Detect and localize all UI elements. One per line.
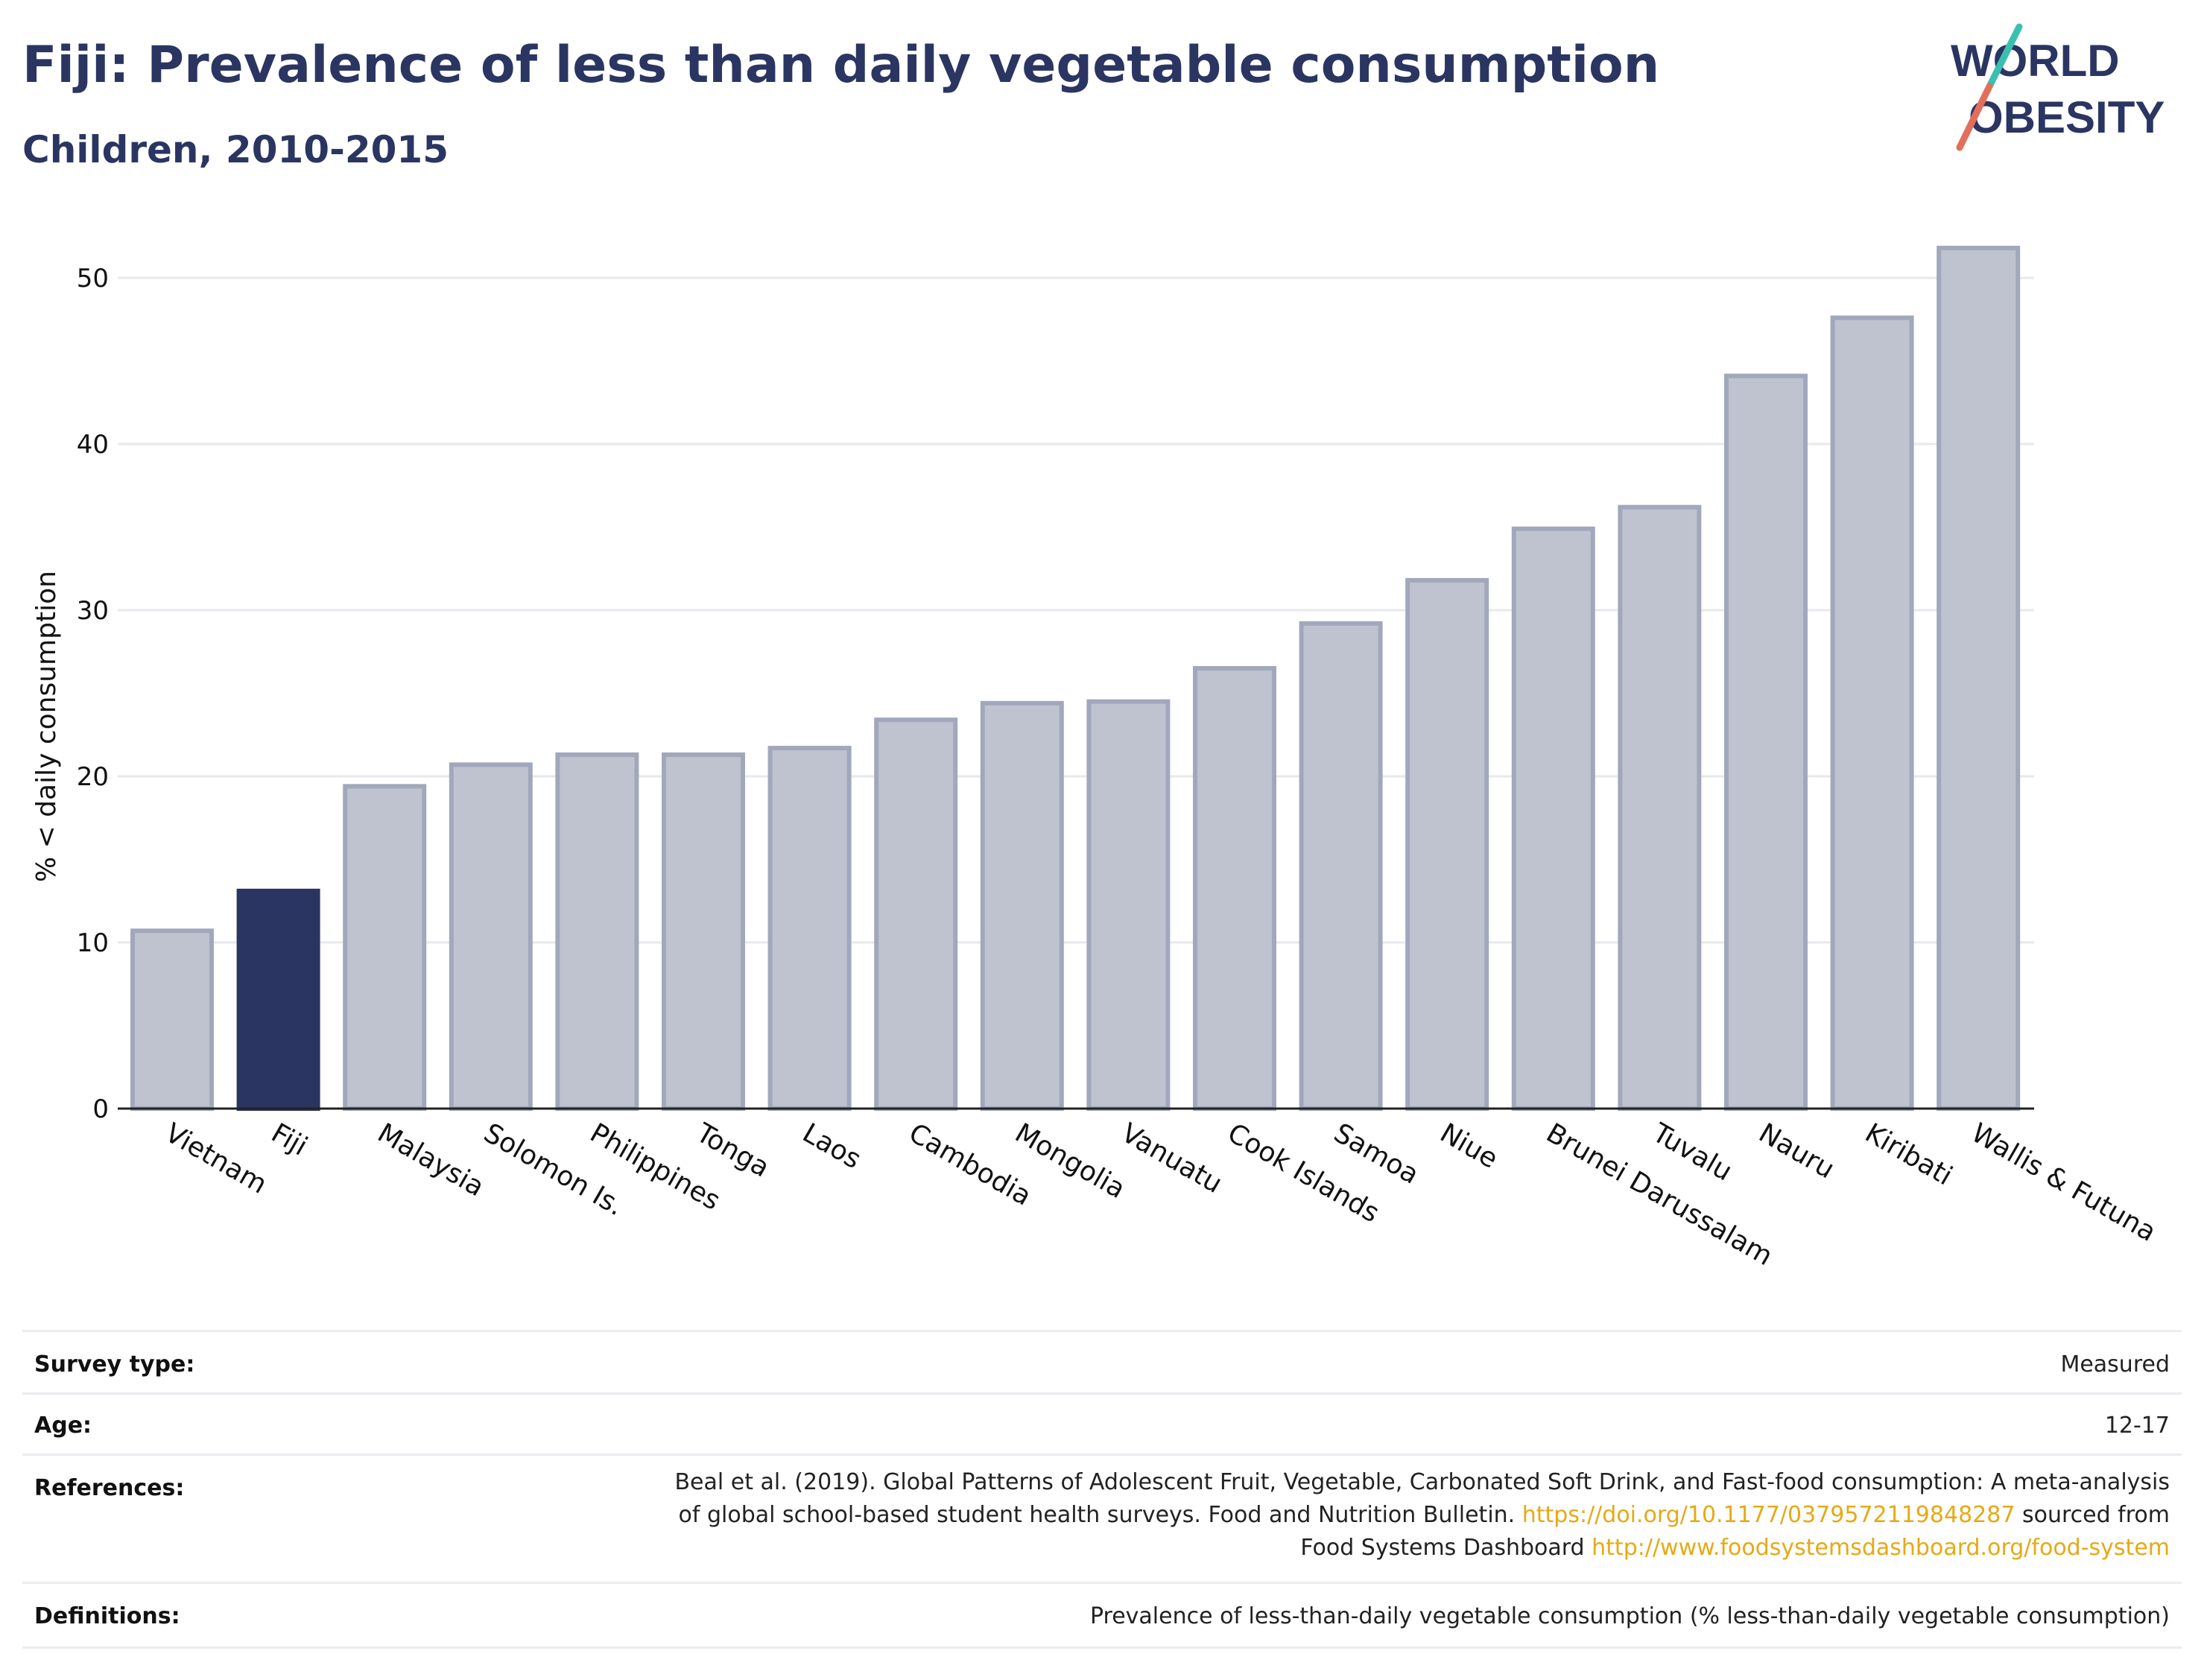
references-line-3: Food Systems Dashboard http://www.foodsy… xyxy=(674,1532,2170,1565)
bar-niue xyxy=(1405,577,1489,1111)
x-tick-label: Niue xyxy=(1435,1118,1503,1174)
bar-malaysia xyxy=(343,784,427,1111)
bar-laos xyxy=(767,746,852,1112)
bar-wallis-futuna xyxy=(1937,245,2021,1111)
y-tick-label: 40 xyxy=(77,430,109,460)
references-line-1: Beal et al. (2019). Global Patterns of A… xyxy=(674,1469,2170,1495)
survey-type-label: Survey type: xyxy=(34,1351,195,1378)
x-tick-label: Laos xyxy=(797,1118,866,1175)
meta-row-age: Age: 12-17 xyxy=(22,1392,2182,1456)
y-tick-label: 30 xyxy=(77,596,109,626)
y-axis-label: % < daily consumption xyxy=(31,571,62,882)
meta-row-references: References: Beal et al. (2019). Global P… xyxy=(22,1454,2182,1584)
survey-type-value: Measured xyxy=(2060,1351,2170,1378)
bar-tuvalu xyxy=(1618,504,1702,1111)
x-tick-label: Kiribati xyxy=(1860,1118,1957,1191)
bar-mongolia xyxy=(980,700,1064,1111)
bar-samoa xyxy=(1299,621,1383,1111)
logo-slash-teal xyxy=(1986,23,2023,90)
meta-row-definitions: Definitions: Prevalence of less-than-dai… xyxy=(22,1582,2182,1649)
references-line-3-text: Food Systems Dashboard xyxy=(1300,1535,1585,1561)
logo-word-obesity: OBESITY xyxy=(1969,92,2165,142)
references-value: Beal et al. (2019). Global Patterns of A… xyxy=(674,1466,2170,1565)
definitions-value: Prevalence of less-than-daily vegetable … xyxy=(1089,1603,2170,1629)
bar-solomon-is- xyxy=(449,762,533,1111)
references-line-2-after: sourced from xyxy=(2021,1502,2170,1528)
x-tick-label: Vietnam xyxy=(160,1118,272,1200)
doi-link[interactable]: https://doi.org/10.1177/0379572119848287 xyxy=(1521,1502,2015,1528)
y-tick-label: 50 xyxy=(77,264,109,294)
x-tick-label: Malaysia xyxy=(373,1118,490,1202)
bar-cambodia xyxy=(874,717,958,1111)
x-tick-label: Vanuatu xyxy=(1116,1118,1227,1199)
chart-title: Fiji: Prevalence of less than daily vege… xyxy=(22,36,1660,95)
food-systems-link[interactable]: http://www.foodsystemsdashboard.org/food… xyxy=(1592,1535,2170,1561)
bar-fiji xyxy=(236,888,320,1111)
x-tick-label: Fiji xyxy=(266,1118,312,1162)
bar-kiribati xyxy=(1830,315,1914,1111)
age-value: 12-17 xyxy=(2104,1413,2170,1439)
x-tick-label: Tonga xyxy=(691,1118,775,1184)
bar-philippines xyxy=(555,752,639,1111)
bar-cook-islands xyxy=(1193,666,1276,1111)
bar-chart: 0 10 20 30 40 50 % < daily consumption VietnamF… xyxy=(31,245,2162,1272)
references-line-2: of global school-based student health su… xyxy=(674,1499,2170,1532)
x-tick-label: Nauru xyxy=(1754,1118,1840,1185)
definitions-label: Definitions: xyxy=(34,1603,180,1629)
references-label: References: xyxy=(34,1475,185,1501)
bar-tonga xyxy=(662,752,745,1111)
bar-brunei-darussalam xyxy=(1511,526,1595,1111)
x-tick-label: Wallis & Futuna xyxy=(1966,1118,2162,1248)
world-obesity-logo: WORLD OBESITY xyxy=(1951,23,2165,151)
bar-vanuatu xyxy=(1086,699,1171,1111)
logo-slash-coral xyxy=(1956,83,1993,151)
meta-row-survey-type: Survey type: Measured xyxy=(22,1330,2182,1395)
y-tick-label: 10 xyxy=(77,928,109,958)
chart-subtitle: Children, 2010-2015 xyxy=(22,128,449,171)
x-tick-label: Tuvalu xyxy=(1647,1118,1737,1188)
logo-word-world: WORLD xyxy=(1951,36,2120,86)
references-line-2-text: of global school-based student health su… xyxy=(678,1502,1516,1528)
age-label: Age: xyxy=(34,1413,92,1439)
y-tick-label: 0 xyxy=(92,1094,109,1124)
bar-vietnam xyxy=(130,928,214,1112)
y-tick-label: 20 xyxy=(77,762,109,792)
bar-nauru xyxy=(1724,373,1808,1111)
